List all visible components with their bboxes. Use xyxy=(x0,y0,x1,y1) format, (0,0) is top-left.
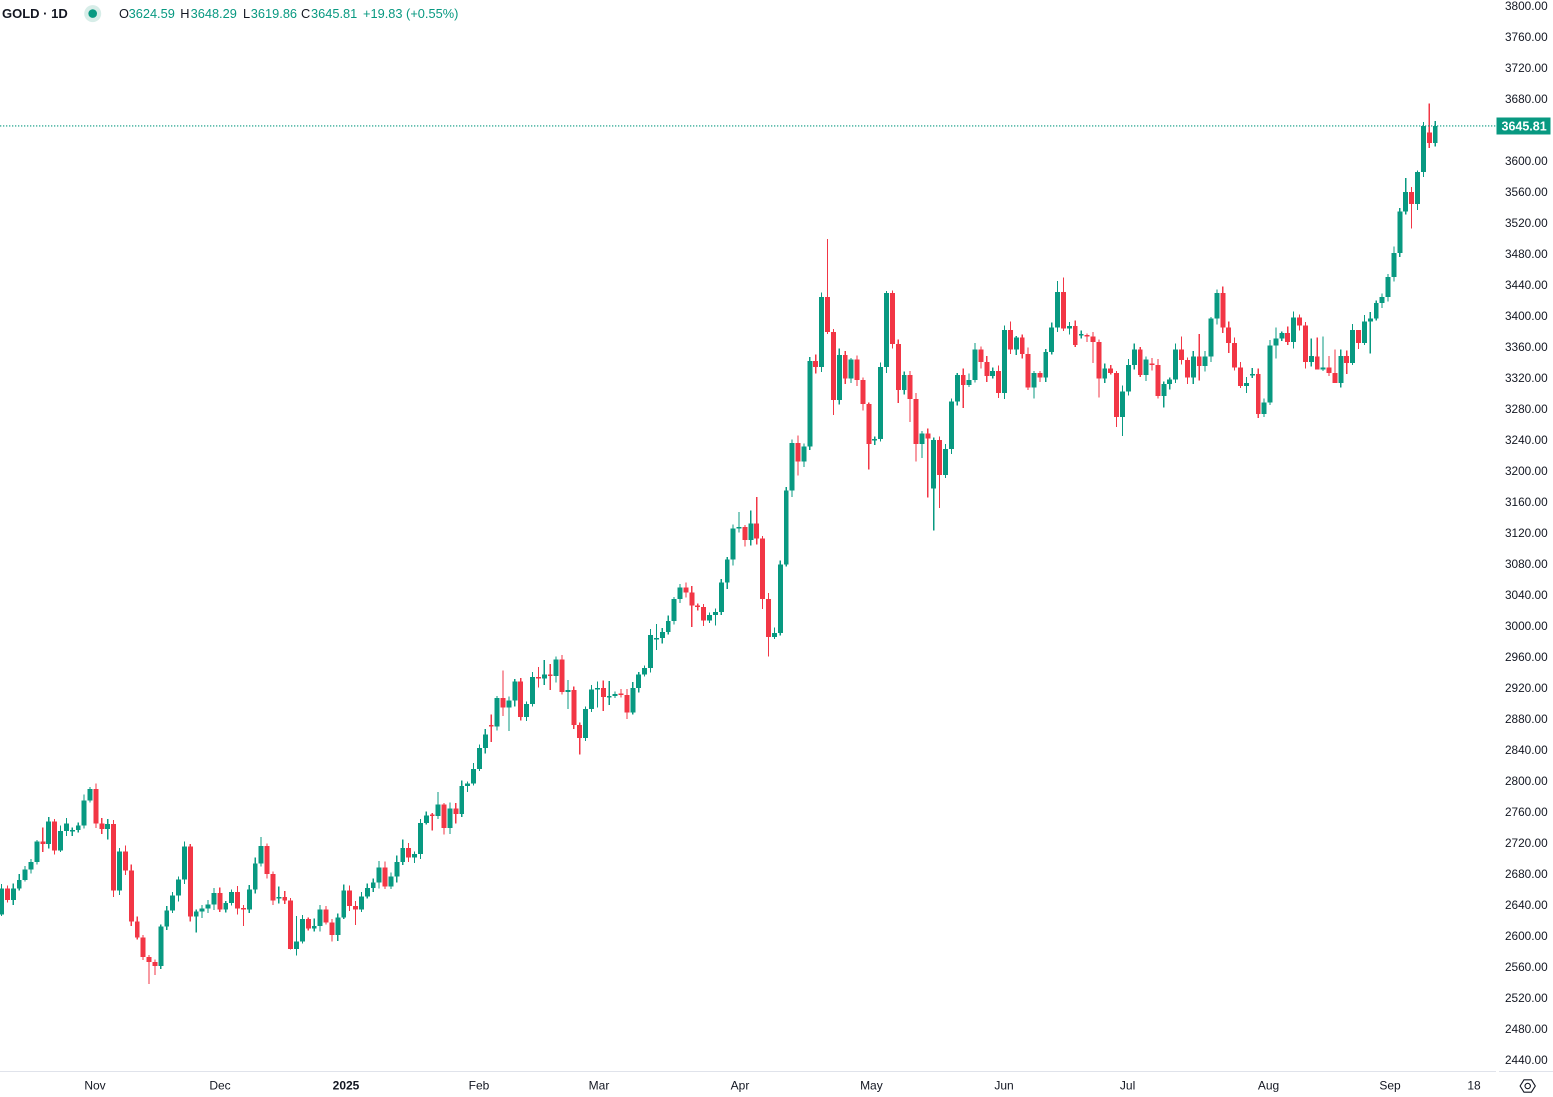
svg-text:2520.00: 2520.00 xyxy=(1505,991,1548,1005)
svg-text:2600.00: 2600.00 xyxy=(1505,929,1548,943)
svg-text:2680.00: 2680.00 xyxy=(1505,867,1548,881)
svg-text:3160.00: 3160.00 xyxy=(1505,495,1548,509)
svg-text:GOLD · 1D: GOLD · 1D xyxy=(2,6,68,21)
svg-text:3800.00: 3800.00 xyxy=(1505,0,1548,13)
svg-text:3760.00: 3760.00 xyxy=(1505,30,1548,44)
svg-text:2760.00: 2760.00 xyxy=(1505,805,1548,819)
svg-text:2840.00: 2840.00 xyxy=(1505,743,1548,757)
svg-text:3280.00: 3280.00 xyxy=(1505,402,1548,416)
svg-text:3480.00: 3480.00 xyxy=(1505,247,1548,261)
svg-text:Aug: Aug xyxy=(1258,1079,1279,1093)
svg-text:2440.00: 2440.00 xyxy=(1505,1053,1548,1067)
svg-text:Mar: Mar xyxy=(589,1079,610,1093)
svg-text:Dec: Dec xyxy=(209,1079,230,1093)
svg-text:Apr: Apr xyxy=(731,1079,750,1093)
svg-text:2720.00: 2720.00 xyxy=(1505,836,1548,850)
svg-text:Jul: Jul xyxy=(1120,1079,1135,1093)
svg-text:3120.00: 3120.00 xyxy=(1505,526,1548,540)
svg-text:Nov: Nov xyxy=(84,1079,105,1093)
svg-text:3080.00: 3080.00 xyxy=(1505,557,1548,571)
svg-text:2960.00: 2960.00 xyxy=(1505,650,1548,664)
svg-text:Sep: Sep xyxy=(1379,1079,1401,1093)
svg-text:2800.00: 2800.00 xyxy=(1505,774,1548,788)
svg-text:3360.00: 3360.00 xyxy=(1505,340,1548,354)
svg-text:3520.00: 3520.00 xyxy=(1505,216,1548,230)
svg-text:3320.00: 3320.00 xyxy=(1505,371,1548,385)
svg-text:2640.00: 2640.00 xyxy=(1505,898,1548,912)
svg-text:3560.00: 3560.00 xyxy=(1505,185,1548,199)
svg-text:2880.00: 2880.00 xyxy=(1505,712,1548,726)
svg-text:Jun: Jun xyxy=(994,1079,1013,1093)
svg-text:3720.00: 3720.00 xyxy=(1505,61,1548,75)
svg-text:18: 18 xyxy=(1467,1079,1481,1093)
svg-text:Feb: Feb xyxy=(469,1079,490,1093)
svg-text:3440.00: 3440.00 xyxy=(1505,278,1548,292)
svg-text:3680.00: 3680.00 xyxy=(1505,92,1548,106)
svg-text:3240.00: 3240.00 xyxy=(1505,433,1548,447)
svg-text:2480.00: 2480.00 xyxy=(1505,1022,1548,1036)
svg-text:3600.00: 3600.00 xyxy=(1505,154,1548,168)
svg-text:2920.00: 2920.00 xyxy=(1505,681,1548,695)
svg-text:3400.00: 3400.00 xyxy=(1505,309,1548,323)
svg-text:2560.00: 2560.00 xyxy=(1505,960,1548,974)
svg-text:2025: 2025 xyxy=(333,1079,360,1093)
svg-text:3000.00: 3000.00 xyxy=(1505,619,1548,633)
svg-text:May: May xyxy=(860,1079,883,1093)
svg-text:3200.00: 3200.00 xyxy=(1505,464,1548,478)
svg-text:3645.81: 3645.81 xyxy=(1502,119,1547,133)
svg-text:3040.00: 3040.00 xyxy=(1505,588,1548,602)
